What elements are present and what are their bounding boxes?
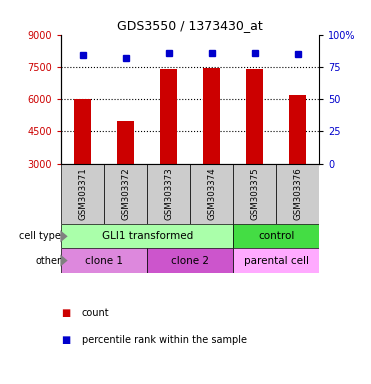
Polygon shape xyxy=(60,255,68,266)
Text: clone 1: clone 1 xyxy=(85,255,123,265)
Text: GSM303373: GSM303373 xyxy=(164,167,173,220)
Bar xyxy=(203,68,220,164)
Bar xyxy=(147,248,233,273)
Text: parental cell: parental cell xyxy=(244,255,309,265)
Bar xyxy=(61,248,147,273)
Text: GLI1 transformed: GLI1 transformed xyxy=(102,231,193,241)
Bar xyxy=(104,164,147,224)
Bar xyxy=(74,99,91,164)
Title: GDS3550 / 1373430_at: GDS3550 / 1373430_at xyxy=(117,19,263,32)
Text: GSM303374: GSM303374 xyxy=(207,167,216,220)
Bar xyxy=(276,164,319,224)
Text: cell type: cell type xyxy=(19,231,61,241)
Text: ■: ■ xyxy=(61,308,70,318)
Bar xyxy=(233,164,276,224)
Bar xyxy=(190,164,233,224)
Bar xyxy=(117,121,134,164)
Text: other: other xyxy=(35,255,61,265)
Text: clone 2: clone 2 xyxy=(171,255,209,265)
Bar xyxy=(233,248,319,273)
Bar xyxy=(289,95,306,164)
Text: count: count xyxy=(82,308,109,318)
Text: percentile rank within the sample: percentile rank within the sample xyxy=(82,335,247,345)
Bar xyxy=(147,164,190,224)
Bar xyxy=(233,224,319,248)
Text: GSM303371: GSM303371 xyxy=(78,167,87,220)
Text: GSM303375: GSM303375 xyxy=(250,167,259,220)
Bar xyxy=(61,164,104,224)
Text: GSM303372: GSM303372 xyxy=(121,167,130,220)
Bar xyxy=(160,69,177,164)
Bar xyxy=(246,69,263,164)
Polygon shape xyxy=(60,230,68,242)
Bar xyxy=(61,224,233,248)
Text: GSM303376: GSM303376 xyxy=(293,167,302,220)
Text: ■: ■ xyxy=(61,335,70,345)
Text: control: control xyxy=(258,231,294,241)
